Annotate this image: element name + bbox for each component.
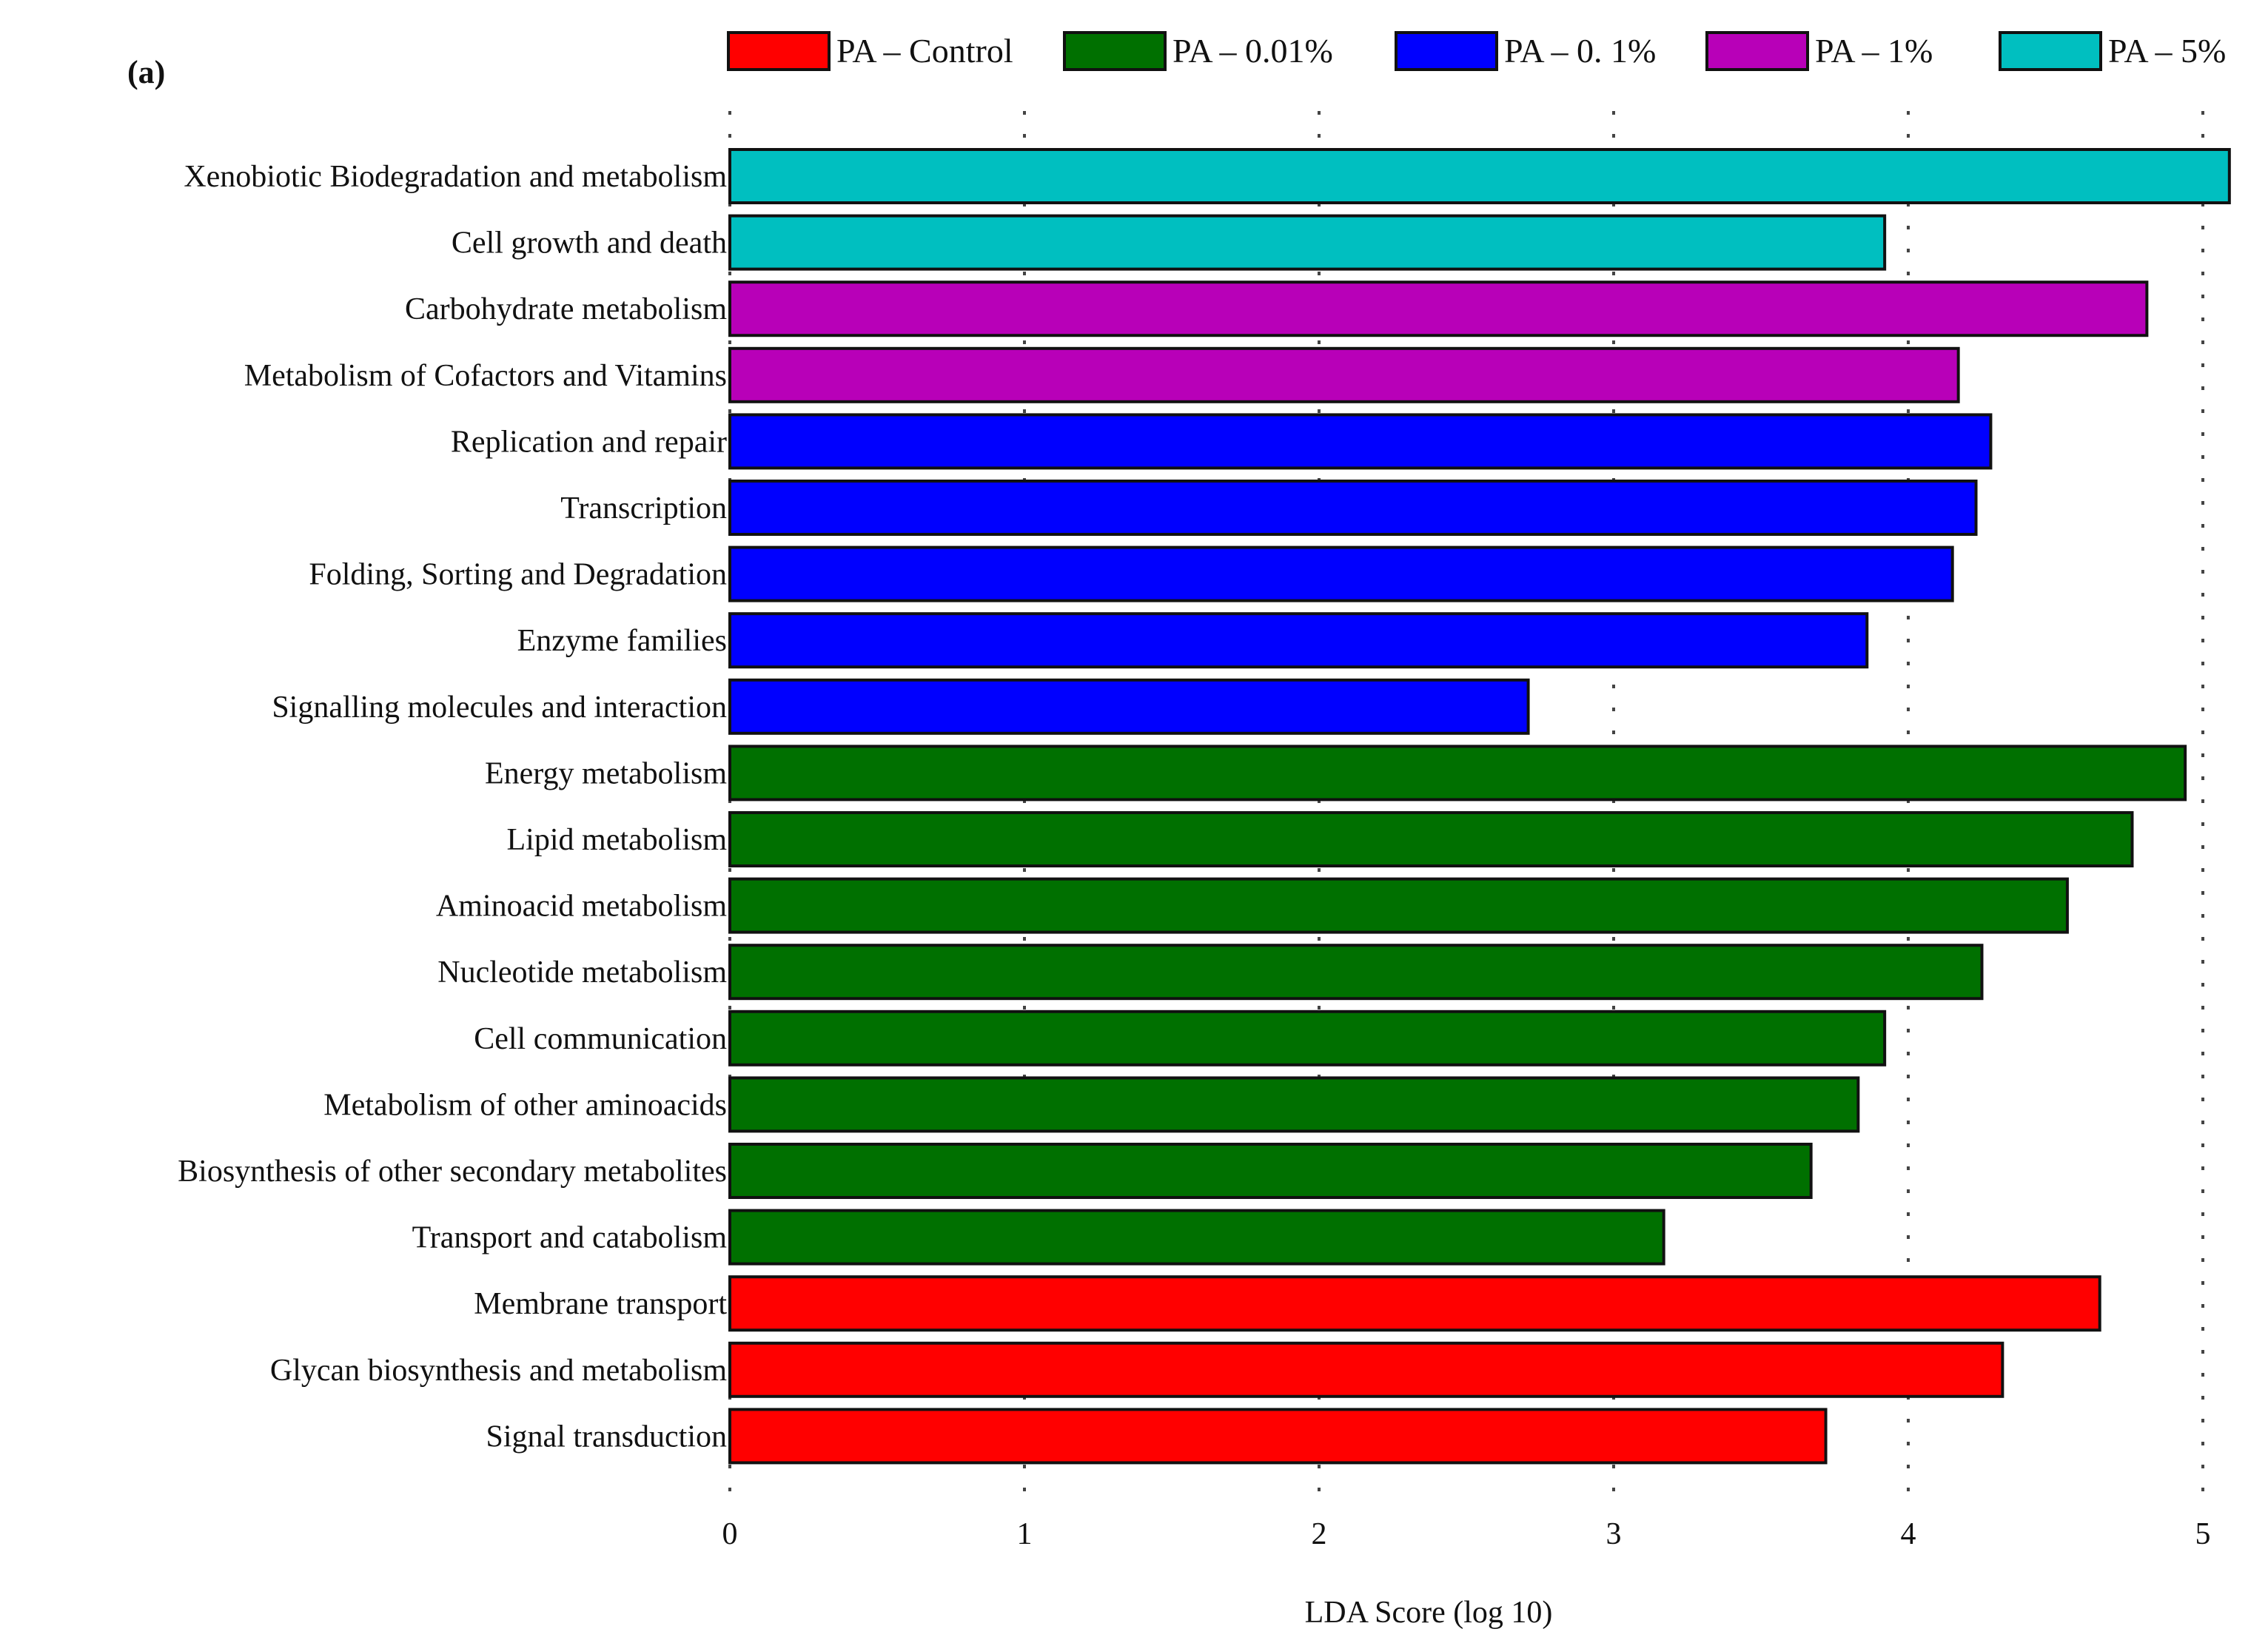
bar-5 xyxy=(728,413,1993,470)
grid-lines xyxy=(728,111,2204,1495)
legend: PA – Control PA – 0.01% PA – 0. 1% PA – 1% P… xyxy=(727,31,2226,71)
category-label-1: Xenobiotic Biodegradation and metabolism xyxy=(184,160,727,194)
legend-label-2: PA – 0.01% xyxy=(1172,32,1333,70)
x-axis-title: LDA Score (log 10) xyxy=(1305,1596,1553,1630)
legend-swatch-2 xyxy=(1063,31,1167,71)
category-label-13: Nucleotide metabolism xyxy=(437,955,727,990)
x-tick-label-3: 3 xyxy=(1606,1517,1622,1551)
category-label-15: Metabolism of other aminoacids xyxy=(323,1088,727,1122)
bar-7 xyxy=(728,545,1954,602)
category-label-16: Biosynthesis of other secondary metaboli… xyxy=(178,1155,727,1189)
bar-13 xyxy=(728,944,1984,1001)
bar-10 xyxy=(728,745,2187,802)
legend-label-1: PA – Control xyxy=(836,32,1013,70)
bar-14 xyxy=(728,1010,1887,1066)
category-label-10: Energy metabolism xyxy=(485,756,727,790)
category-label-4: Metabolism of Cofactors and Vitamins xyxy=(244,359,727,393)
bar-3 xyxy=(728,281,2149,337)
x-tick-label-0: 0 xyxy=(722,1517,738,1551)
legend-label-3: PA – 0. 1% xyxy=(1504,32,1656,70)
category-label-6: Transcription xyxy=(560,491,727,525)
legend-label-5: PA – 5% xyxy=(2108,32,2226,70)
legend-swatch-3 xyxy=(1395,31,1498,71)
category-label-8: Enzyme families xyxy=(517,624,727,658)
x-tick-label-1: 1 xyxy=(1017,1517,1033,1551)
category-label-12: Aminoacid metabolism xyxy=(436,890,727,924)
panel-label: (a) xyxy=(127,54,165,90)
category-label-9: Signalling molecules and interaction xyxy=(272,691,727,725)
bar-11 xyxy=(728,811,2134,867)
x-tick-label-2: 2 xyxy=(1312,1517,1327,1551)
legend-swatch-5 xyxy=(1999,31,2102,71)
category-label-19: Glycan biosynthesis and metabolism xyxy=(270,1354,727,1388)
category-label-17: Transport and catabolism xyxy=(412,1221,728,1255)
category-label-20: Signal transduction xyxy=(486,1420,727,1454)
category-label-3: Carbohydrate metabolism xyxy=(405,292,727,326)
bar-16 xyxy=(728,1143,1813,1199)
bar-1 xyxy=(728,148,2231,204)
bar-15 xyxy=(728,1076,1860,1133)
bar-2 xyxy=(728,214,1887,271)
category-label-7: Folding, Sorting and Degradation xyxy=(309,558,727,592)
bar-4 xyxy=(728,346,1960,403)
legend-label-4: PA – 1% xyxy=(1815,32,1933,70)
bar-12 xyxy=(728,877,2069,934)
bar-8 xyxy=(728,612,1869,669)
legend-swatch-4 xyxy=(1705,31,1809,71)
bar-20 xyxy=(728,1408,1828,1465)
bars xyxy=(728,148,2231,1465)
category-labels: Xenobiotic Biodegradation and metabolism… xyxy=(178,160,727,1454)
x-tick-label-5: 5 xyxy=(2195,1517,2211,1551)
x-axis-ticks: 0 1 2 3 4 5 xyxy=(722,1517,2211,1551)
legend-swatch-1 xyxy=(727,31,831,71)
category-label-11: Lipid metabolism xyxy=(507,823,728,857)
bar-19 xyxy=(728,1341,2004,1398)
category-label-14: Cell communication xyxy=(474,1022,727,1056)
x-tick-label-4: 4 xyxy=(1901,1517,1916,1551)
category-label-5: Replication and repair xyxy=(451,425,727,459)
category-label-2: Cell growth and death xyxy=(452,226,727,261)
bar-6 xyxy=(728,480,1978,536)
bar-18 xyxy=(728,1275,2101,1332)
bar-17 xyxy=(728,1209,1665,1266)
bar-9 xyxy=(728,678,1530,735)
category-label-18: Membrane transport xyxy=(474,1287,727,1321)
